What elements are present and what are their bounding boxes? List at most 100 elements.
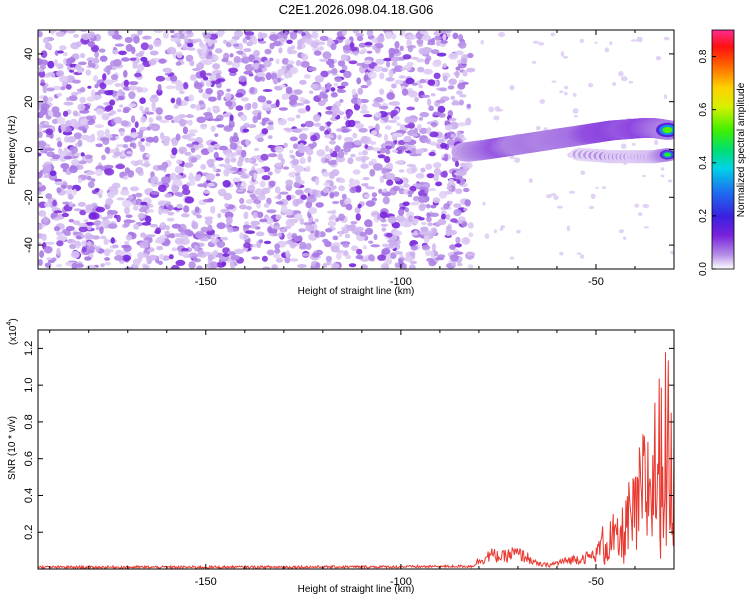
heatmap-cell bbox=[228, 67, 239, 74]
heatmap-cell bbox=[277, 232, 282, 238]
heatmap-cell bbox=[283, 166, 290, 170]
heatmap-cell bbox=[224, 164, 233, 170]
x-tick-label: -50 bbox=[588, 576, 604, 588]
heatmap-cell bbox=[431, 38, 435, 44]
heatmap-cell bbox=[47, 44, 53, 50]
heatmap-cell bbox=[87, 181, 95, 189]
heatmap-cell bbox=[341, 64, 348, 72]
heatmap-cell bbox=[355, 185, 362, 193]
heatmap-cell bbox=[250, 220, 260, 226]
heatmap-cell bbox=[384, 140, 393, 145]
heatmap-cell bbox=[386, 179, 394, 186]
heatmap-cell bbox=[509, 155, 515, 160]
heatmap-cell bbox=[83, 219, 89, 223]
heatmap-cell bbox=[75, 41, 82, 47]
heatmap-cell bbox=[288, 94, 299, 102]
heatmap-cell bbox=[588, 83, 594, 88]
heatmap-cell bbox=[311, 189, 318, 197]
heatmap-cell bbox=[440, 171, 448, 178]
heatmap-cell bbox=[462, 70, 468, 77]
heatmap-cell bbox=[58, 150, 66, 159]
heatmap-cell bbox=[62, 110, 69, 117]
heatmap-cell bbox=[398, 208, 405, 216]
heatmap-cell bbox=[103, 238, 109, 246]
heatmap-cell bbox=[337, 85, 346, 89]
heatmap-cell bbox=[449, 253, 459, 262]
heatmap-cell bbox=[275, 201, 284, 205]
heatmap-cell bbox=[273, 40, 282, 47]
heatmap-cell bbox=[595, 186, 599, 189]
heatmap-cell bbox=[200, 124, 207, 130]
heatmap-cell bbox=[302, 35, 307, 41]
heatmap-cell bbox=[189, 74, 197, 81]
heatmap-cell bbox=[156, 88, 163, 96]
heatmap-cell bbox=[394, 262, 400, 269]
snr-multiplier-exp: 4 bbox=[6, 322, 13, 326]
heatmap-cell bbox=[460, 57, 468, 65]
heatmap-cell bbox=[184, 229, 192, 235]
heatmap-cell bbox=[298, 228, 306, 233]
heatmap-cell bbox=[207, 146, 215, 153]
heatmap-cell bbox=[237, 50, 244, 55]
heatmap-cell bbox=[255, 71, 266, 78]
heatmap-cell bbox=[94, 50, 99, 59]
heatmap-cell bbox=[425, 163, 433, 170]
heatmap-cell bbox=[217, 31, 223, 38]
heatmap-cell bbox=[330, 105, 340, 114]
heatmap-cell bbox=[385, 145, 392, 150]
heatmap-cell bbox=[107, 223, 118, 229]
heatmap-cell bbox=[345, 203, 353, 211]
heatmap-cell bbox=[325, 255, 332, 262]
heatmap-cell bbox=[480, 40, 484, 45]
heatmap-cell bbox=[144, 107, 150, 113]
heatmap-cell bbox=[266, 125, 274, 131]
heatmap-cell bbox=[166, 46, 177, 55]
colorbar-tick-label: 0.0 bbox=[698, 262, 709, 276]
heatmap-cell bbox=[266, 197, 272, 205]
heatmap-cell bbox=[102, 73, 107, 81]
heatmap-cell bbox=[343, 141, 350, 149]
heatmap-cell bbox=[116, 214, 121, 223]
heatmap-cell bbox=[437, 218, 447, 226]
heatmap-cell bbox=[427, 79, 436, 86]
heatmap-cell bbox=[38, 259, 43, 266]
heatmap-cell bbox=[99, 235, 107, 240]
heatmap-cell bbox=[440, 40, 448, 44]
heatmap-cell bbox=[53, 59, 59, 67]
heatmap-cell bbox=[213, 151, 219, 159]
heatmap-cell bbox=[386, 173, 395, 181]
heatmap-cell bbox=[233, 56, 241, 63]
heatmap-cell bbox=[40, 63, 46, 70]
heatmap-cell bbox=[255, 167, 265, 174]
heatmap-cell bbox=[239, 204, 248, 210]
heatmap-cell bbox=[251, 155, 261, 159]
heatmap-cell bbox=[173, 104, 179, 109]
heatmap-cell bbox=[286, 194, 292, 201]
heatmap-cell bbox=[179, 149, 184, 155]
heatmap-cell bbox=[92, 57, 100, 64]
heatmap-cell bbox=[330, 43, 337, 51]
heatmap-cell bbox=[456, 179, 461, 184]
heatmap-cell bbox=[118, 95, 125, 101]
heatmap-cell bbox=[198, 249, 204, 256]
heatmap-cell bbox=[415, 173, 425, 179]
heatmap-cell bbox=[151, 102, 156, 109]
heatmap-cell bbox=[287, 46, 293, 55]
heatmap-cell bbox=[374, 111, 382, 118]
heatmap-cell bbox=[207, 224, 213, 232]
heatmap-cell bbox=[43, 124, 53, 128]
heatmap-cell bbox=[428, 105, 434, 112]
heatmap-cell bbox=[113, 59, 122, 67]
heatmap-cell bbox=[98, 48, 106, 53]
heatmap-cell bbox=[295, 175, 302, 182]
heatmap-cell bbox=[148, 44, 154, 51]
heatmap-cell bbox=[42, 216, 49, 223]
heatmap-cell bbox=[559, 251, 564, 256]
heatmap-cell bbox=[149, 223, 158, 228]
heatmap-cell bbox=[265, 217, 274, 225]
heatmap-cell bbox=[499, 227, 504, 232]
heatmap-cell bbox=[579, 38, 585, 43]
heatmap-cell bbox=[422, 46, 431, 55]
heatmap-cell bbox=[153, 39, 162, 47]
heatmap-cell bbox=[39, 146, 47, 154]
